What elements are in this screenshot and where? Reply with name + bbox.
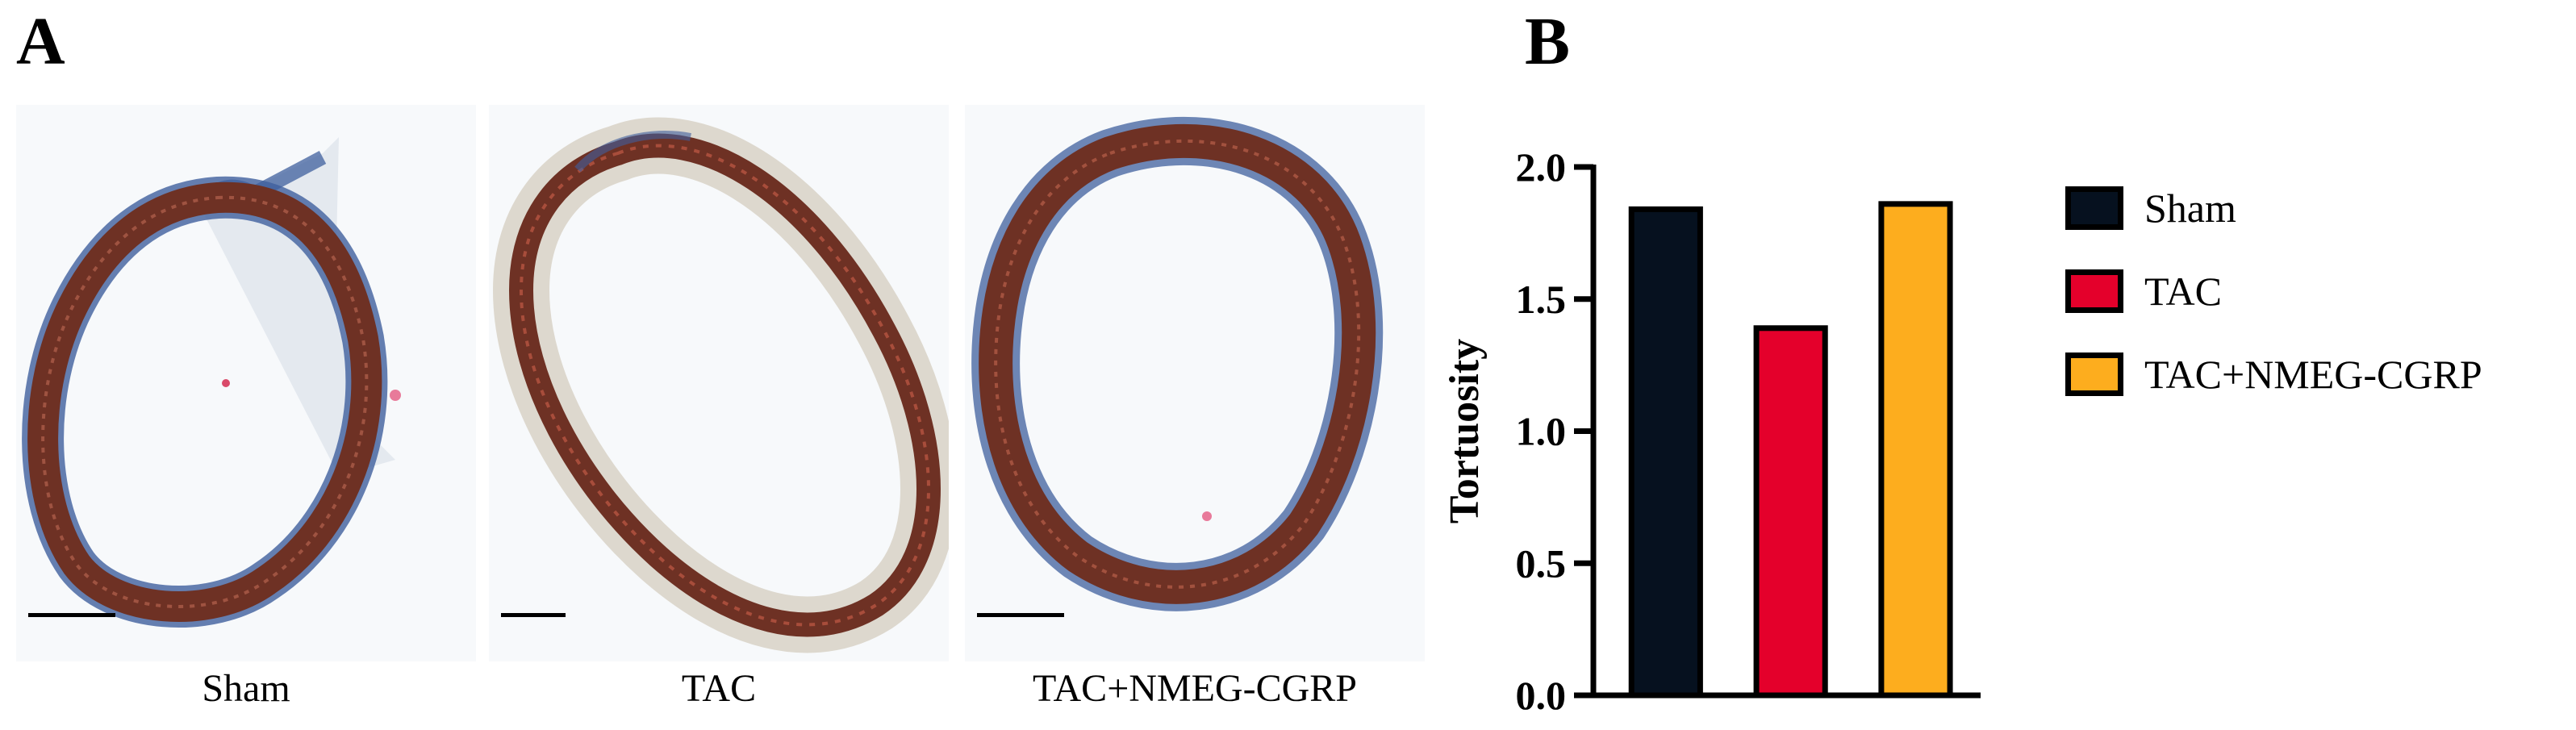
legend-item-sham: Sham (2065, 184, 2482, 232)
bar-tac-nmeg-cgrp (1878, 201, 1953, 699)
legend-label-nmeg-cgrp: TAC+NMEG-CGRP (2144, 352, 2482, 397)
legend-item-tac: TAC (2065, 267, 2482, 315)
chart-svg: 0.0 0.5 1.0 1.5 2.0 Tortuosity (1442, 144, 1981, 718)
legend-item-nmeg-cgrp: TAC+NMEG-CGRP (2065, 350, 2482, 398)
y-tick-label-2: 1.0 (1516, 409, 1567, 454)
panel-label-a: A (16, 4, 65, 79)
y-tick-label-3: 1.5 (1516, 277, 1567, 322)
legend-label-sham: Sham (2144, 186, 2236, 231)
micrograph-nmeg-cgrp (965, 105, 1425, 661)
micrograph-sham (16, 105, 476, 661)
legend-swatch-tac (2065, 269, 2123, 313)
y-tick-label-4: 2.0 (1516, 144, 1567, 190)
micrograph-nmeg-cgrp-image (971, 116, 1384, 617)
micrograph-tac (489, 105, 949, 661)
micrograph-tac-image (492, 117, 949, 653)
chart-legend: Sham TAC TAC+NMEG-CGRP (2065, 184, 2482, 433)
caption-tac: TAC (681, 667, 757, 710)
caption-sham: Sham (202, 667, 290, 710)
legend-swatch-nmeg-cgrp (2065, 352, 2123, 396)
legend-swatch-sham (2065, 186, 2123, 230)
tortuosity-bar-chart: 0.0 0.5 1.0 1.5 2.0 Tortuosity (1420, 121, 2033, 726)
y-tick-label-0: 0.0 (1516, 673, 1567, 718)
bar-sham (1628, 206, 1703, 699)
y-tick-label-1: 0.5 (1516, 540, 1567, 586)
micrograph-sham-image (22, 137, 401, 628)
panel-label-b: B (1525, 4, 1571, 79)
caption-nmeg-cgrp: TAC+NMEG-CGRP (1033, 667, 1357, 710)
y-axis-label: Tortuosity (1442, 339, 1488, 524)
legend-label-tac: TAC (2144, 269, 2222, 314)
bar-tac (1753, 325, 1828, 699)
